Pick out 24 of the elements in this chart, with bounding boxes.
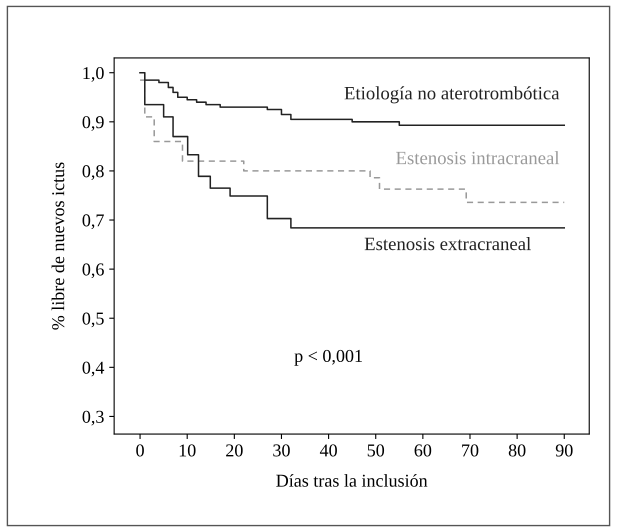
y-tick-label: 1,0 [83, 66, 104, 82]
x-tick-label: 90 [556, 444, 573, 457]
y-tick-label: 0,7 [82, 214, 104, 230]
y-tick-label: 0,6 [82, 263, 104, 278]
y-axis-title: % libre de nuevos ictus [52, 162, 64, 330]
y-tick-label: 0,3 [82, 410, 104, 426]
x-tick-label: 50 [368, 444, 384, 457]
series-label: Estenosis intracraneal [396, 151, 560, 164]
x-axis-title: Días tras la inclusión [276, 474, 428, 487]
x-tick-label: 0 [136, 444, 144, 457]
series-label: Estenosis extracraneal [364, 237, 531, 250]
series-label: Etiología no aterotrombótica [344, 86, 560, 104]
x-tick-label: 70 [462, 444, 478, 457]
x-tick-label: 10 [180, 444, 196, 457]
y-tick-label: 0,5 [82, 312, 104, 328]
annotation: p < 0,001 [294, 350, 362, 366]
x-tick-label: 60 [414, 444, 432, 457]
x-tick-label: 30 [273, 444, 290, 457]
x-tick-label: 80 [508, 444, 526, 457]
y-tick-label: 0,8 [82, 165, 104, 180]
x-tick-label: 40 [320, 444, 337, 457]
y-tick-label: 0,4 [82, 362, 104, 376]
y-tick-label: 0,9 [82, 116, 104, 131]
x-tick-label: 20 [226, 444, 243, 457]
